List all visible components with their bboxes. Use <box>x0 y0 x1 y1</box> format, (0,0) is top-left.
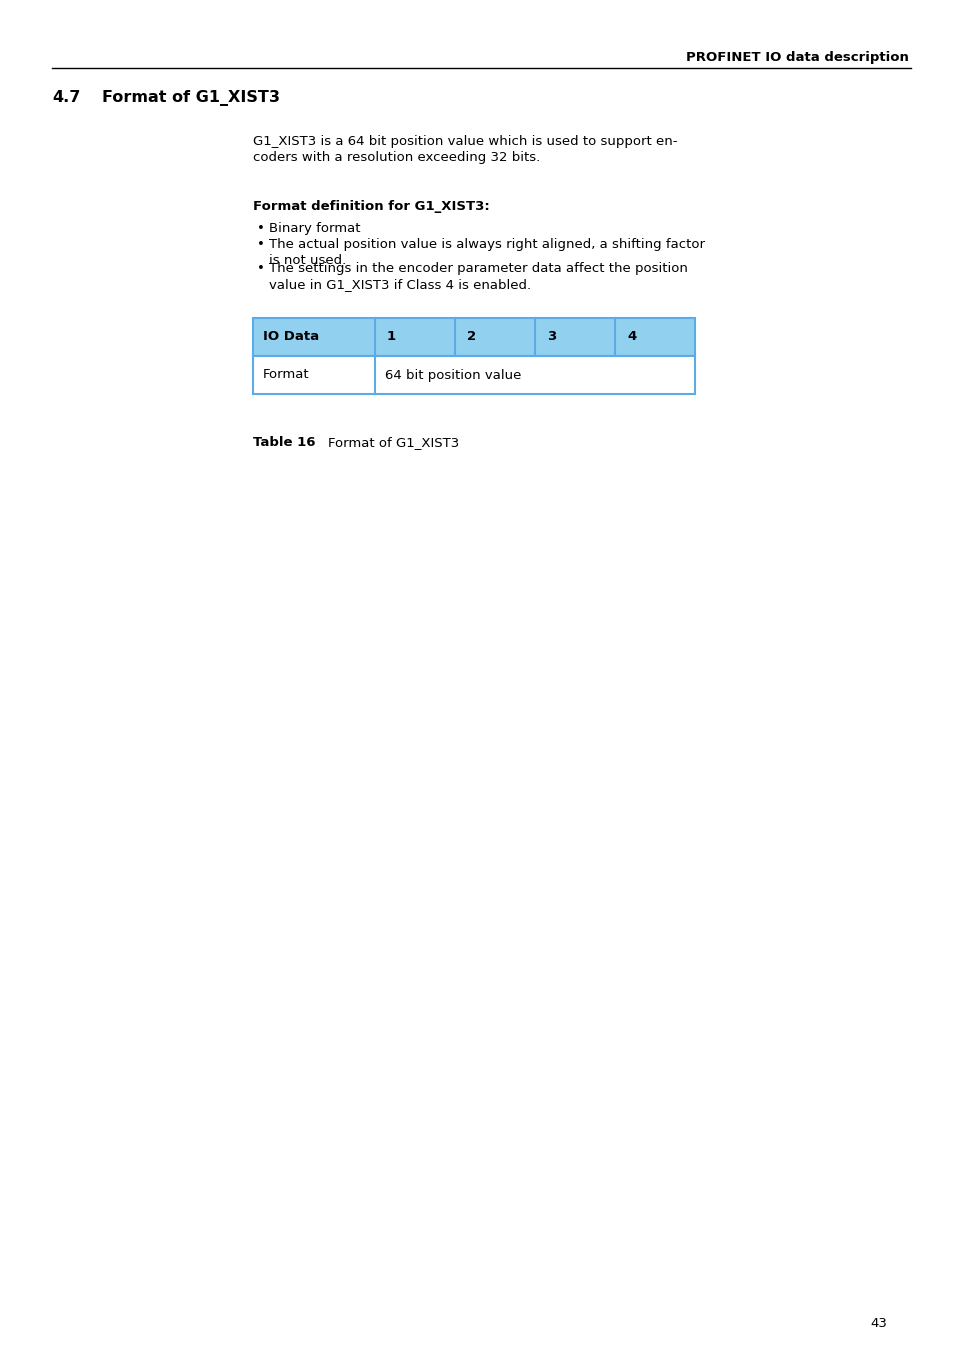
Text: The settings in the encoder parameter data affect the position: The settings in the encoder parameter da… <box>269 263 687 275</box>
Text: 4: 4 <box>626 330 636 344</box>
Text: Format of G1_XIST3: Format of G1_XIST3 <box>328 436 458 450</box>
Bar <box>253 356 695 394</box>
Text: •: • <box>256 222 264 236</box>
Text: 4.7: 4.7 <box>52 89 81 106</box>
Text: PROFINET IO data description: PROFINET IO data description <box>685 51 908 64</box>
Text: value in G1_XIST3 if Class 4 is enabled.: value in G1_XIST3 if Class 4 is enabled. <box>269 278 531 291</box>
Text: IO Data: IO Data <box>263 330 319 344</box>
Text: 64 bit position value: 64 bit position value <box>385 368 521 382</box>
Bar <box>253 356 695 394</box>
Text: G1_XIST3 is a 64 bit position value which is used to support en-: G1_XIST3 is a 64 bit position value whic… <box>253 135 677 148</box>
Text: 3: 3 <box>546 330 556 344</box>
Text: Table 16: Table 16 <box>253 436 315 450</box>
Text: Binary format: Binary format <box>269 222 360 236</box>
Text: The actual position value is always right aligned, a shifting factor: The actual position value is always righ… <box>269 238 704 250</box>
Text: 43: 43 <box>869 1317 886 1330</box>
Text: 1: 1 <box>387 330 395 344</box>
Bar <box>253 318 695 356</box>
Bar <box>253 318 695 356</box>
Text: Format of G1_XIST3: Format of G1_XIST3 <box>102 89 280 106</box>
Text: Format: Format <box>263 368 310 382</box>
Text: is not used.: is not used. <box>269 255 346 267</box>
Text: •: • <box>256 238 264 250</box>
Text: •: • <box>256 263 264 275</box>
Text: Format definition for G1_XIST3:: Format definition for G1_XIST3: <box>253 200 489 213</box>
Text: 2: 2 <box>467 330 476 344</box>
Text: coders with a resolution exceeding 32 bits.: coders with a resolution exceeding 32 bi… <box>253 152 539 164</box>
